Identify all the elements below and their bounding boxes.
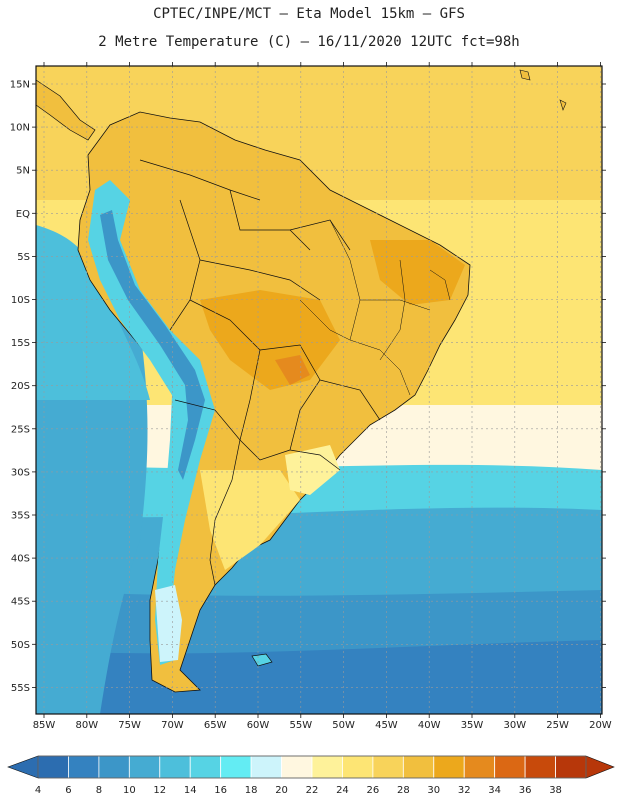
caribbean-islands [519, 69, 567, 111]
colorbar-swatch [463, 755, 496, 779]
lat-label: 55S [11, 683, 30, 694]
colorbar-swatch [311, 755, 343, 779]
colorbar-swatch [159, 755, 191, 779]
colorbar-swatch [402, 755, 435, 779]
colorbar-labels: 4 6 8 10 12 14 16 18 20 22 24 26 28 30 32 34 36 38 [35, 785, 562, 796]
lon-label: 40W [418, 720, 441, 731]
colorbar-label: 34 [488, 785, 501, 796]
lon-label: 20W [589, 720, 612, 731]
colorbar-arrow-left [7, 755, 39, 779]
colorbar-swatch [342, 755, 374, 779]
colorbar-swatch [220, 755, 252, 779]
map-title-line-2: 2 Metre Temperature (C) – 16/11/2020 12U… [98, 34, 520, 50]
graticule [36, 66, 602, 714]
map-frame [35, 65, 603, 715]
pacific-mild-tongue [36, 225, 150, 400]
colorbar-swatch [37, 755, 69, 779]
lon-label: 55W [289, 720, 312, 731]
lon-label: 75W [118, 720, 141, 731]
lat-label: 30S [11, 467, 30, 478]
lon-label: 80W [75, 720, 98, 731]
lat-label: 50S [11, 640, 30, 651]
patagonia-ice [155, 585, 182, 662]
lat-label: 45S [11, 597, 30, 608]
andes-high-peaks [100, 210, 205, 480]
colorbar-label: 28 [397, 785, 410, 796]
lat-label: 25S [11, 424, 30, 435]
lat-label: 10S [11, 295, 30, 306]
colorbar-label: 4 [35, 785, 41, 796]
map-title-line-1: CPTEC/INPE/MCT – Eta Model 15km – GFS [153, 6, 465, 22]
colorbar-swatch [372, 755, 404, 779]
lat-label: EQ [16, 209, 30, 220]
colorbar-swatch [128, 755, 161, 779]
colorbar-swatch [250, 755, 282, 779]
andes-cold-belt [88, 180, 215, 665]
colorbar-label: 24 [336, 785, 349, 796]
lat-label: 15N [10, 80, 30, 91]
central-america-land [36, 79, 96, 141]
longitude-labels: 85W 80W 75W 70W 65W 60W 55W 50W 45W 40W 35W 30W 25W 2… [33, 720, 612, 731]
colorbar-label: 20 [275, 785, 288, 796]
colorbar-label: 22 [306, 785, 319, 796]
latitude-labels: 15N 10N 5N EQ 5S 10S 15S 20S 25S 30S 35S 40S 45S 50S 5… [10, 80, 30, 694]
lon-label: 85W [33, 720, 56, 731]
land-mild-south [200, 470, 300, 570]
map-plot-area [36, 66, 602, 714]
colorbar-label: 38 [549, 785, 562, 796]
lat-label: 10N [10, 123, 30, 134]
lon-label: 65W [204, 720, 227, 731]
colorbar-label: 8 [96, 785, 102, 796]
falkland-islands [251, 653, 273, 667]
lon-label: 45W [375, 720, 398, 731]
colorbar [7, 755, 615, 779]
lon-label: 35W [461, 720, 484, 731]
axis-ticks [32, 62, 606, 718]
colorbar-label: 12 [153, 785, 166, 796]
lat-label: 15S [11, 338, 30, 349]
colorbar-label: 30 [427, 785, 440, 796]
lat-label: 5N [16, 166, 30, 177]
colorbar-label: 6 [65, 785, 71, 796]
colorbar-arrow-right [585, 755, 615, 779]
colorbar-label: 26 [367, 785, 380, 796]
lon-label: 50W [332, 720, 355, 731]
colorbar-outline [37, 755, 587, 779]
lon-label: 60W [247, 720, 270, 731]
colorbar-swatch [189, 755, 222, 779]
colorbar-label: 32 [458, 785, 471, 796]
lat-label: 5S [17, 252, 30, 263]
colorbar-label: 10 [123, 785, 136, 796]
lat-label: 40S [11, 554, 30, 565]
colorbar-label: 36 [519, 785, 532, 796]
land-temperate-uruguay [285, 445, 340, 495]
colorbar-swatch [68, 755, 100, 779]
colorbar-label: 14 [184, 785, 197, 796]
colorbar-swatch [98, 755, 130, 779]
country-borders [139, 159, 381, 586]
colorbar-label: 18 [245, 785, 258, 796]
colorbar-swatch [555, 755, 587, 779]
colorbar-swatch [281, 755, 313, 779]
colorbar-swatch [433, 755, 465, 779]
colorbar-swatch [494, 755, 526, 779]
lon-label: 70W [161, 720, 184, 731]
lat-label: 20S [11, 381, 30, 392]
land-hottest-spot [275, 355, 310, 385]
lat-label: 35S [11, 511, 30, 522]
colorbar-label: 16 [214, 785, 227, 796]
lon-label: 25W [546, 720, 569, 731]
lon-label: 30W [503, 720, 526, 731]
colorbar-swatch [524, 755, 556, 779]
